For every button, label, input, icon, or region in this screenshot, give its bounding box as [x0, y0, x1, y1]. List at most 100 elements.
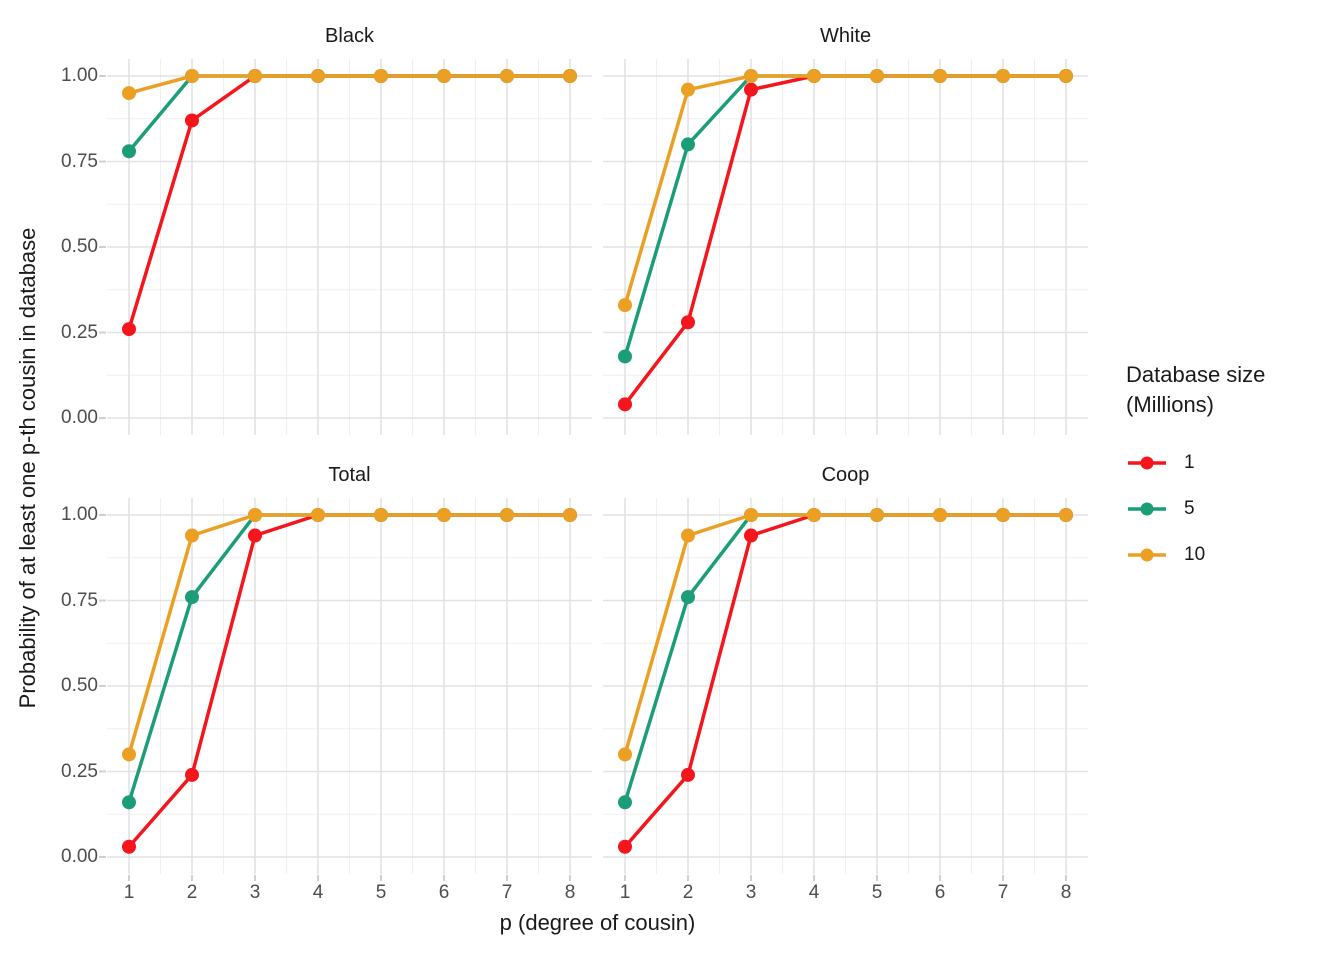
legend-entries: 1 5 10: [1126, 440, 1336, 578]
x-tick-label: 6: [934, 882, 946, 903]
data-point-10: [311, 508, 325, 522]
x-tick-label: 1: [619, 882, 631, 903]
data-point-1: [681, 767, 695, 782]
data-point-10: [563, 508, 577, 522]
legend-label: 10: [1184, 544, 1206, 565]
legend-title-line1: Database size: [1126, 362, 1266, 387]
y-tick-label: 0.25: [61, 321, 98, 343]
data-point-10: [1059, 508, 1073, 522]
data-point-10: [185, 528, 199, 543]
legend-entry-10: 10: [1126, 532, 1336, 578]
x-tick-label: 4: [312, 882, 324, 903]
data-point-5: [122, 795, 136, 810]
facet-title: White: [819, 25, 872, 47]
data-point-10: [185, 69, 199, 83]
y-tick-label: 1.00: [61, 65, 98, 86]
data-point-10: [248, 508, 262, 522]
legend-key-icon: [1128, 502, 1166, 516]
data-point-10: [681, 82, 695, 97]
legend-title-line2: (Millions): [1126, 392, 1214, 417]
data-point-1: [618, 397, 632, 412]
x-tick-label: 6: [438, 882, 450, 903]
data-point-10: [122, 747, 136, 762]
series-line-10: [128, 74, 570, 95]
data-point-10: [996, 69, 1010, 83]
data-point-10: [870, 69, 884, 83]
data-point-5: [618, 349, 632, 364]
data-point-1: [185, 767, 199, 782]
data-point-10: [618, 747, 632, 762]
y-tick-label: 1.00: [61, 504, 98, 525]
facet-plot-area: [99, 498, 592, 881]
data-point-10: [500, 508, 514, 522]
data-point-10: [248, 69, 262, 83]
data-point-1: [248, 528, 262, 543]
y-tick-label: 0.75: [61, 589, 98, 611]
x-tick-label: 3: [745, 882, 757, 903]
y-tick-label: 0.50: [61, 675, 98, 696]
data-point-5: [618, 795, 632, 810]
data-point-10: [437, 508, 451, 522]
data-point-10: [870, 508, 884, 522]
data-point-10: [933, 508, 947, 522]
data-point-1: [122, 322, 136, 337]
data-point-10: [374, 508, 388, 522]
facet-panel-white: White: [603, 25, 1088, 435]
data-point-10: [500, 69, 514, 83]
data-point-10: [311, 69, 325, 83]
data-point-10: [374, 69, 388, 83]
facet-panel-total: Total: [99, 464, 592, 881]
x-tick-label: 4: [808, 882, 820, 903]
x-tick-label: 8: [564, 882, 576, 903]
legend-key-icon: [1128, 456, 1166, 470]
data-point-10: [681, 528, 695, 543]
x-tick-label: 5: [871, 882, 883, 903]
data-point-1: [185, 113, 199, 128]
x-tick-label: 2: [186, 882, 198, 903]
legend: Database size (Millions) 1 5 10: [1126, 360, 1336, 578]
data-point-1: [618, 839, 632, 854]
series-line-10: [623, 513, 1066, 755]
facet-plot-area: [603, 498, 1088, 881]
x-tick-label: 5: [375, 882, 387, 903]
facet-plot-area: [99, 59, 592, 435]
data-point-1: [122, 839, 136, 854]
y-tick-label: 0.00: [61, 846, 98, 867]
facet-plot-area: [603, 59, 1088, 435]
y-axis-title: Probability of at least one p-th cousin …: [15, 227, 40, 709]
facet-title: Coop: [821, 464, 870, 486]
data-point-10: [437, 69, 451, 83]
data-point-10: [563, 69, 577, 83]
data-point-5: [681, 137, 695, 152]
legend-title: Database size (Millions): [1126, 360, 1336, 420]
x-axis-title: p (degree of cousin): [499, 910, 696, 935]
y-tick-label: 0.75: [61, 150, 98, 172]
data-point-1: [744, 528, 758, 543]
data-point-1: [744, 82, 758, 97]
facet-panel-black: Black: [99, 25, 592, 435]
data-point-10: [744, 508, 758, 522]
data-point-10: [1059, 69, 1073, 83]
legend-label: 5: [1184, 498, 1195, 519]
legend-entry-1: 1: [1126, 440, 1336, 486]
y-tick-label: 0.00: [61, 407, 98, 428]
x-tick-label: 8: [1060, 882, 1072, 903]
legend-entry-5: 5: [1126, 486, 1336, 532]
x-tick-label: 7: [501, 882, 513, 903]
x-tick-label: 3: [249, 882, 261, 903]
data-point-10: [618, 298, 632, 313]
data-point-5: [185, 590, 199, 605]
data-point-10: [807, 508, 821, 522]
data-point-5: [681, 590, 695, 605]
series-line-10: [127, 513, 570, 755]
data-point-10: [744, 69, 758, 83]
data-point-5: [122, 144, 136, 159]
legend-key-icon: [1128, 548, 1166, 562]
x-tick-label: 1: [123, 882, 135, 903]
series-line-10: [623, 74, 1066, 306]
x-tick-label: 7: [997, 882, 1009, 903]
y-tick-label: 0.25: [61, 760, 98, 782]
data-point-1: [681, 315, 695, 330]
data-point-10: [933, 69, 947, 83]
